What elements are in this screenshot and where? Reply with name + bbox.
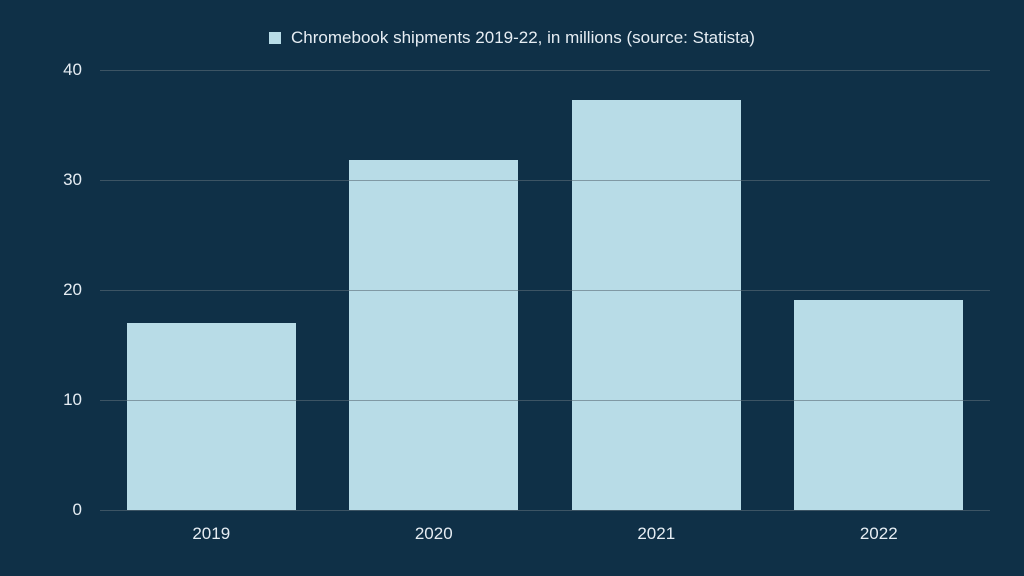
legend-swatch [269, 32, 281, 44]
gridline [100, 290, 990, 291]
bar [127, 323, 296, 510]
bar [349, 160, 518, 510]
gridline [100, 70, 990, 71]
bar [794, 300, 963, 510]
xtick-label: 2021 [545, 510, 768, 544]
gridline [100, 510, 990, 511]
xtick-label: 2019 [100, 510, 323, 544]
legend-label: Chromebook shipments 2019-22, in million… [291, 28, 755, 48]
gridline [100, 180, 990, 181]
xtick-label: 2022 [768, 510, 991, 544]
bar-chart: Chromebook shipments 2019-22, in million… [0, 0, 1024, 576]
bar [572, 100, 741, 510]
ytick-label: 0 [73, 500, 100, 520]
gridline [100, 400, 990, 401]
plot-area: 2019202020212022 010203040 [100, 70, 990, 510]
ytick-label: 10 [63, 390, 100, 410]
ytick-label: 20 [63, 280, 100, 300]
chart-legend: Chromebook shipments 2019-22, in million… [0, 28, 1024, 48]
ytick-label: 40 [63, 60, 100, 80]
ytick-label: 30 [63, 170, 100, 190]
xtick-label: 2020 [323, 510, 546, 544]
